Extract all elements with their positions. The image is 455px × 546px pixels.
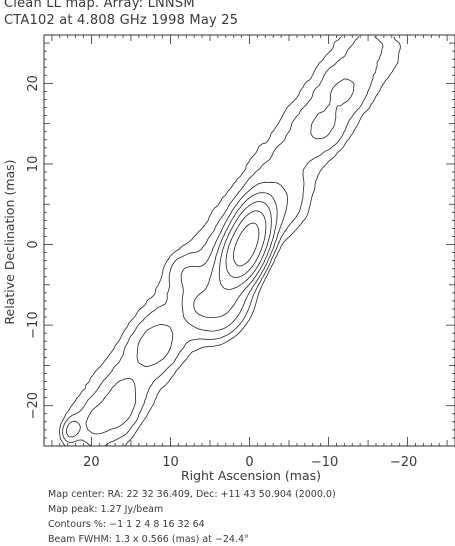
x-tick-labels: 20 10 0 −10 −20: [83, 455, 417, 470]
x-tick-label: 20: [83, 455, 100, 470]
contour-level-2: [62, 36, 384, 447]
map-peak-text: Map peak: 1.27 Jy/beam: [48, 504, 164, 515]
contour-level-1: [59, 36, 401, 447]
map-subtitle: CTA102 at 4.808 GHz 1998 May 25: [4, 13, 239, 28]
y-tick-label: −10: [26, 311, 41, 338]
y-tick-label: 10: [26, 156, 41, 173]
beam-text: Beam FWHM: 1.3 x 0.566 (mas) at −24.4°: [48, 534, 249, 545]
x-tick-label: −10: [311, 455, 338, 470]
contours-text: Contours %: −1 1 2 4 8 16 32 64: [48, 519, 205, 530]
contour-lines: [59, 36, 401, 447]
contour-level-64: [233, 222, 260, 267]
y-tick-labels: 20 10 0 −10 −20: [26, 75, 41, 419]
y-tick-label: 20: [26, 75, 41, 92]
y-tick-label: −20: [26, 392, 41, 419]
map-center-text: Map center: RA: 22 32 36.409, Dec: +11 4…: [48, 489, 336, 500]
axis-ticks: [43, 34, 455, 447]
contour-level-8: [193, 192, 278, 318]
map-title: Clean LL map. Array: LNNSM: [4, 0, 195, 11]
plot-frame: [43, 34, 455, 447]
y-axis-label: Relative Declination (mas): [2, 159, 17, 324]
x-tick-label: 10: [162, 455, 179, 470]
x-tick-label: 0: [245, 455, 253, 470]
contour-level-16: [218, 201, 272, 290]
contour-level-32: [225, 210, 267, 278]
y-tick-label: 0: [26, 240, 41, 248]
x-tick-label: −20: [390, 455, 417, 470]
x-axis-label: Right Ascension (mas): [181, 468, 321, 483]
contour-level-4: [66, 78, 355, 438]
